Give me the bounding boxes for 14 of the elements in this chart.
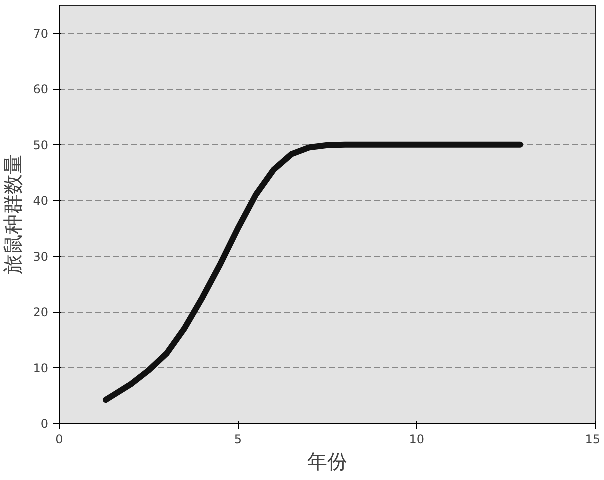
y-tick-label: 70 <box>33 26 49 41</box>
y-tick-label: 40 <box>33 194 49 208</box>
y-tick-label: 60 <box>33 82 49 97</box>
x-tick-label: 0 <box>56 432 64 446</box>
x-tick-label: 15 <box>585 432 601 446</box>
y-tick-label: 30 <box>33 250 49 264</box>
y-tick-label: 0 <box>40 417 49 431</box>
y-tick-label: 50 <box>33 138 49 152</box>
x-tick-label: 10 <box>409 432 424 446</box>
y-tick-label: 20 <box>33 306 49 320</box>
x-axis-title: 年份 <box>308 452 348 474</box>
y-axis-title: 旅鼠种群数量 <box>3 154 26 274</box>
y-tick-label: 10 <box>33 361 49 376</box>
x-tick-label: 5 <box>234 432 242 446</box>
